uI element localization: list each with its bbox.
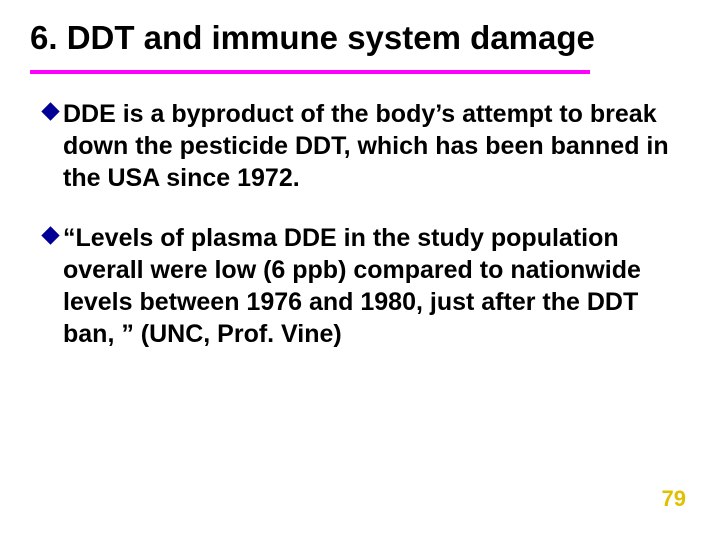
bullet-text: DDE is a byproduct of the body’s attempt… <box>63 98 676 194</box>
slide-title: 6. DDT and immune system damage <box>30 18 690 58</box>
page-number: 79 <box>662 486 686 512</box>
diamond-icon <box>41 102 59 120</box>
diamond-icon <box>41 226 59 244</box>
list-item: “Levels of plasma DDE in the study popul… <box>44 222 676 350</box>
list-item: DDE is a byproduct of the body’s attempt… <box>44 98 676 194</box>
slide: 6. DDT and immune system damage DDE is a… <box>0 0 720 540</box>
bullet-list: DDE is a byproduct of the body’s attempt… <box>30 98 690 350</box>
title-underline <box>30 70 590 74</box>
bullet-text: “Levels of plasma DDE in the study popul… <box>63 222 676 350</box>
